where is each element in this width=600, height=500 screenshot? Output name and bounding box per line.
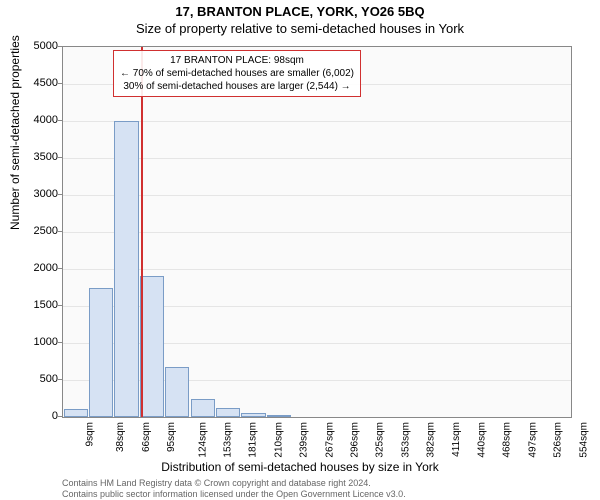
x-tick-label: 181sqm: [248, 422, 259, 458]
x-tick-label: 38sqm: [115, 422, 126, 452]
x-tick-label: 66sqm: [141, 422, 152, 452]
y-tick-label: 2500: [18, 225, 58, 237]
x-tick-label: 267sqm: [324, 422, 335, 458]
histogram-bar: [165, 367, 189, 417]
x-tick-label: 382sqm: [426, 422, 437, 458]
x-tick-label: 468sqm: [502, 422, 513, 458]
x-tick-label: 210sqm: [273, 422, 284, 458]
grid-line: [63, 195, 571, 196]
x-tick-label: 526sqm: [553, 422, 564, 458]
annotation-line1: 17 BRANTON PLACE: 98sqm: [120, 54, 354, 67]
x-tick-label: 239sqm: [299, 422, 310, 458]
y-tick-mark: [58, 305, 62, 306]
y-tick-label: 2000: [18, 262, 58, 274]
y-axis-label: Number of semi-detached properties: [8, 35, 22, 230]
y-tick-mark: [58, 416, 62, 417]
chart-title-address: 17, BRANTON PLACE, YORK, YO26 5BQ: [0, 0, 600, 19]
plot-area: 17 BRANTON PLACE: 98sqm ← 70% of semi-de…: [62, 46, 572, 418]
chart-container: 17, BRANTON PLACE, YORK, YO26 5BQ Size o…: [0, 0, 600, 500]
y-tick-label: 3000: [18, 188, 58, 200]
footer-line1: Contains HM Land Registry data © Crown c…: [62, 478, 406, 489]
y-tick-mark: [58, 231, 62, 232]
x-tick-label: 411sqm: [450, 422, 461, 457]
x-tick-label: 497sqm: [527, 422, 538, 458]
annotation-box: 17 BRANTON PLACE: 98sqm ← 70% of semi-de…: [113, 50, 361, 97]
x-tick-label: 554sqm: [578, 422, 589, 458]
histogram-bar: [241, 413, 265, 417]
y-tick-mark: [58, 342, 62, 343]
histogram-bar: [114, 121, 138, 417]
x-tick-label: 296sqm: [350, 422, 361, 458]
x-tick-label: 95sqm: [166, 422, 177, 452]
histogram-bar: [216, 408, 240, 417]
x-tick-label: 440sqm: [477, 422, 488, 458]
grid-line: [63, 121, 571, 122]
annotation-line3: 30% of semi-detached houses are larger (…: [120, 80, 354, 93]
y-tick-label: 0: [18, 410, 58, 422]
x-tick-label: 325sqm: [375, 422, 386, 458]
x-tick-label: 353sqm: [400, 422, 411, 458]
y-tick-mark: [58, 120, 62, 121]
grid-line: [63, 232, 571, 233]
grid-line: [63, 158, 571, 159]
y-tick-mark: [58, 83, 62, 84]
y-tick-mark: [58, 157, 62, 158]
histogram-bar: [89, 288, 113, 418]
footer-attribution: Contains HM Land Registry data © Crown c…: [62, 478, 406, 500]
y-tick-label: 1500: [18, 299, 58, 311]
annotation-line2: ← 70% of semi-detached houses are smalle…: [120, 67, 354, 80]
y-tick-label: 5000: [18, 40, 58, 52]
footer-line2: Contains public sector information licen…: [62, 489, 406, 500]
y-tick-mark: [58, 194, 62, 195]
histogram-bar: [267, 415, 291, 417]
histogram-bar: [140, 276, 164, 417]
x-tick-label: 9sqm: [84, 422, 95, 446]
y-tick-mark: [58, 379, 62, 380]
y-tick-mark: [58, 268, 62, 269]
y-tick-label: 4000: [18, 114, 58, 126]
property-marker-line: [141, 47, 143, 417]
x-tick-label: 153sqm: [223, 422, 234, 458]
y-tick-label: 4500: [18, 77, 58, 89]
y-tick-label: 500: [18, 373, 58, 385]
x-tick-label: 124sqm: [197, 422, 208, 458]
histogram-bar: [64, 409, 88, 417]
histogram-bar: [191, 399, 215, 418]
grid-line: [63, 269, 571, 270]
y-tick-mark: [58, 46, 62, 47]
y-tick-label: 3500: [18, 151, 58, 163]
chart-subtitle: Size of property relative to semi-detach…: [0, 19, 600, 36]
y-tick-label: 1000: [18, 336, 58, 348]
x-axis-label: Distribution of semi-detached houses by …: [0, 460, 600, 474]
